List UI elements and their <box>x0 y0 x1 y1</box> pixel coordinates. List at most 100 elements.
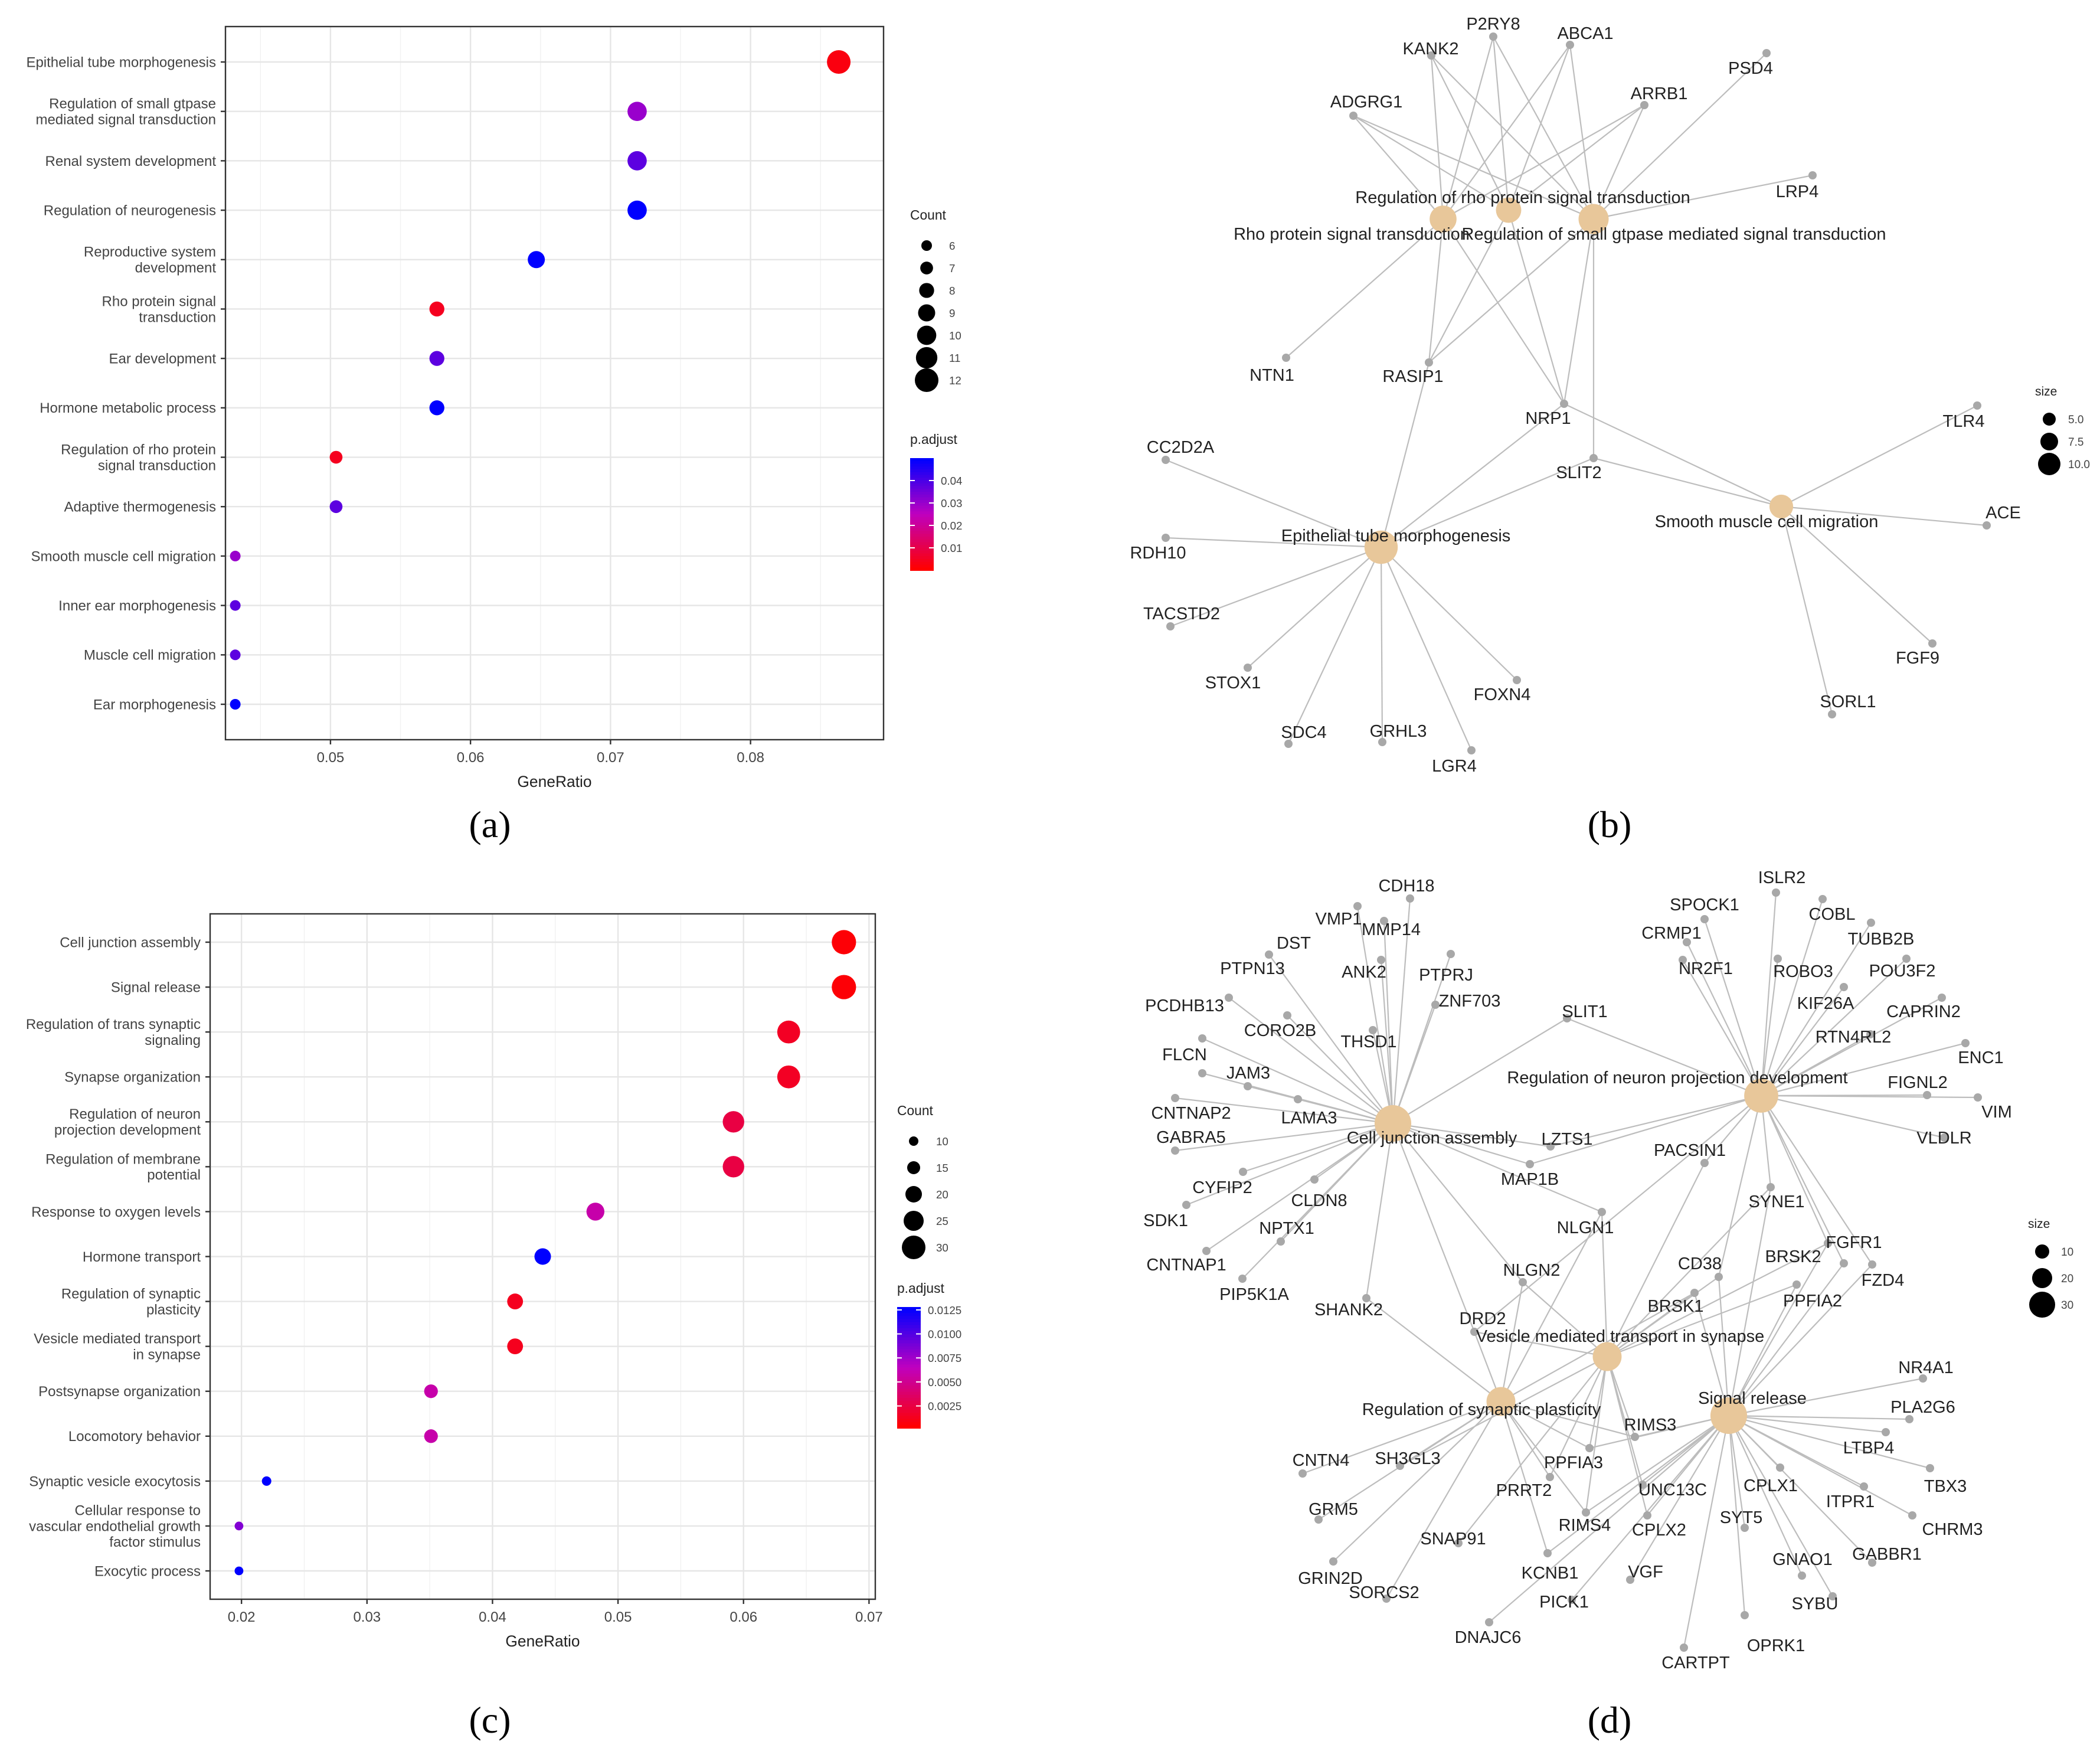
color-legend-bar-segment <box>910 522 934 526</box>
size-legend-key <box>902 1236 925 1259</box>
x-tick-label: 0.02 <box>228 1609 256 1625</box>
gene-node <box>1382 1595 1391 1603</box>
network-edge <box>1386 1401 1502 1599</box>
color-legend-bar-segment <box>910 494 934 498</box>
gene-node <box>1928 639 1937 648</box>
gene-label: GRIN2D <box>1298 1569 1363 1588</box>
color-legend-bar-segment <box>897 1413 921 1417</box>
data-point <box>234 1521 244 1531</box>
color-legend-bar-segment <box>910 537 934 540</box>
color-legend-bar-segment <box>897 1340 921 1344</box>
color-legend-bar-segment <box>910 542 934 546</box>
network-edge <box>1242 1123 1394 1279</box>
size-legend-label: 10 <box>936 1135 948 1148</box>
y-tick-label: Synapse organization <box>64 1070 201 1086</box>
term-label: Regulation of rho protein signal transdu… <box>1355 188 1690 207</box>
color-legend-bar-segment <box>910 469 934 473</box>
gene-label: SPOCK1 <box>1670 896 1739 914</box>
network-edge <box>1392 1018 1568 1124</box>
gene-label: TLR4 <box>1943 412 1985 431</box>
color-legend-bar-segment <box>897 1367 921 1371</box>
size-legend-label: 30 <box>2061 1299 2073 1312</box>
size-legend-key <box>2035 1244 2049 1259</box>
y-tick-label: Signal release <box>111 979 201 995</box>
gene-label: DST <box>1277 934 1311 953</box>
data-point <box>627 200 647 220</box>
color-legend-bar-segment <box>897 1349 921 1353</box>
gene-label: CPLX2 <box>1632 1521 1686 1540</box>
gene-label: ISLR2 <box>1758 868 1806 887</box>
color-legend-bar-segment <box>897 1334 921 1338</box>
gene-node <box>1638 1481 1647 1489</box>
gene-node <box>1908 1511 1916 1520</box>
gene-node <box>1171 1094 1179 1102</box>
size-legend-key <box>917 325 937 345</box>
color-legend-bar-segment <box>910 561 934 566</box>
y-tick-label-line: Adaptive thermogenesis <box>64 499 216 515</box>
gene-node <box>1868 1559 1876 1567</box>
gene-node <box>1377 956 1385 964</box>
color-legend-bar-segment <box>910 553 934 557</box>
term-label: Regulation of synaptic plasticity <box>1362 1400 1601 1419</box>
network-edge <box>1380 547 1473 751</box>
network-edge <box>1563 403 1782 507</box>
gene-label: CORO2B <box>1244 1021 1316 1040</box>
panel-b-network: P2RY8 ABCA1 KANK2 PSD4 ADGRG1 ARRB1 LRP4 NTN1 RA… <box>1130 15 2090 776</box>
color-legend-bar-segment <box>897 1416 921 1420</box>
data-point <box>627 102 647 122</box>
network-edge <box>1761 1095 1844 1264</box>
gene-label: CNTN4 <box>1293 1451 1350 1470</box>
network-edge <box>1593 174 1813 220</box>
gene-node <box>1860 1482 1868 1491</box>
network-edge <box>1522 1282 1608 1357</box>
color-legend-bar-segment <box>897 1328 921 1332</box>
network-edge <box>1718 1095 1762 1277</box>
network-edge <box>1428 218 1444 363</box>
network-edge <box>1728 1377 1924 1417</box>
x-tick-label: 0.06 <box>457 750 485 766</box>
network-edge <box>1761 1095 1873 1265</box>
network-edge <box>1381 457 1594 548</box>
network-edge <box>1682 959 1762 1096</box>
x-tick-label: 0.06 <box>730 1609 757 1625</box>
color-legend-bar-segment <box>910 458 934 462</box>
size-legend-key <box>2038 453 2060 475</box>
network-edge <box>1381 547 1517 681</box>
gene-label: ADGRG1 <box>1330 93 1402 112</box>
gene-label: TBX3 <box>1924 1477 1967 1496</box>
color-legend-bar-segment <box>897 1337 921 1341</box>
color-legend-bar-segment <box>910 559 934 563</box>
gene-node <box>1546 1473 1554 1481</box>
color-legend-bar-segment <box>897 1383 921 1387</box>
gene-node <box>1198 1069 1206 1077</box>
network-edge <box>1431 55 1594 220</box>
network-edge <box>1493 36 1594 220</box>
gene-node <box>1828 710 1836 718</box>
gene-label: GNAO1 <box>1772 1550 1833 1569</box>
y-tick-label-line: Synaptic vesicle exocytosis <box>29 1473 201 1489</box>
network-edge <box>1593 53 1767 220</box>
network-edge <box>1569 44 1595 220</box>
gene-node <box>1905 1415 1913 1423</box>
size-legend-key <box>921 240 932 251</box>
gene-label: CARTPT <box>1661 1654 1730 1672</box>
network-edge <box>1781 505 1987 527</box>
gene-node <box>1427 51 1435 60</box>
size-legend-label: 10 <box>949 329 961 342</box>
y-tick-label-line: Regulation of rho protein <box>61 442 216 458</box>
y-tick-label-line: plasticity <box>146 1302 201 1318</box>
y-tick-label-line: Regulation of synaptic <box>61 1286 201 1302</box>
gene-node <box>1824 1239 1832 1247</box>
gene-node <box>1171 1146 1179 1155</box>
gene-node <box>1798 1571 1806 1580</box>
y-tick-label-line: Ear morphogenesis <box>93 697 216 713</box>
x-tick-label: 0.07 <box>597 750 624 766</box>
y-tick-label: Synaptic vesicle exocytosis <box>29 1473 201 1489</box>
gene-label: PTPN13 <box>1220 959 1285 978</box>
gene-node <box>1485 1618 1493 1626</box>
panel-label-a: (a) <box>469 803 511 845</box>
network-edge <box>1728 1187 1772 1416</box>
term-label: Rho protein signal transduction <box>1234 225 1470 244</box>
gene-node <box>1182 1201 1190 1209</box>
network-edge <box>1760 958 1779 1096</box>
